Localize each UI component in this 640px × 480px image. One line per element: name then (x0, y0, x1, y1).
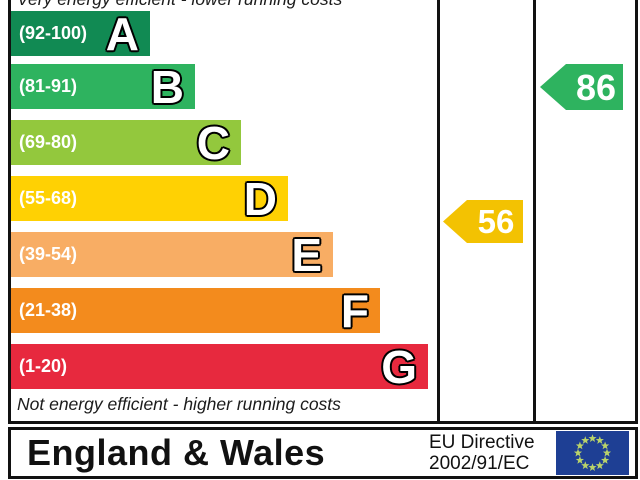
band-range-label: (55-68) (19, 188, 78, 208)
band-range-label: (39-54) (19, 244, 78, 264)
band-range-label: (81-91) (19, 76, 78, 96)
band-letter: E (291, 228, 322, 281)
column-divider-potential (533, 0, 536, 424)
band-row-a: (92-100) A (11, 7, 150, 60)
band-row-b: (81-91) B (11, 60, 195, 113)
caption-very-efficient: Very energy efficient - lower running co… (17, 0, 342, 9)
band-letter: F (340, 284, 369, 337)
band-bar-g: (1-20) G (11, 340, 428, 393)
current-rating-marker: 56 (443, 200, 523, 248)
current-arrow-icon: 56 (443, 200, 523, 243)
eu-directive-line2: 2002/91/EC (429, 453, 530, 474)
current-rating-value: 56 (478, 203, 515, 240)
band-letter: D (243, 172, 277, 225)
potential-rating-value: 86 (576, 67, 616, 108)
band-letter: B (150, 60, 184, 113)
column-divider-current (437, 0, 440, 424)
band-range-label: (92-100) (19, 23, 88, 43)
eu-directive-label: EU Directive 2002/91/EC (429, 432, 535, 474)
band-range-label: (69-80) (19, 132, 78, 152)
caption-not-efficient: Not energy efficient - higher running co… (17, 394, 341, 414)
band-range-label: (1-20) (19, 356, 68, 376)
band-row-g: (1-20) G (11, 340, 428, 393)
band-range-label: (21-38) (19, 300, 78, 320)
footer-bar: England & Wales EU Directive 2002/91/EC (8, 427, 638, 479)
band-bar-f: (21-38) F (11, 284, 380, 337)
region-label: England & Wales (27, 432, 326, 473)
potential-arrow-icon: 86 (540, 64, 623, 110)
band-bar-e: (39-54) E (11, 228, 333, 281)
band-bar-b: (81-91) B (11, 60, 195, 113)
band-row-f: (21-38) F (11, 284, 380, 337)
band-bar-a: (92-100) A (11, 7, 150, 60)
band-row-c: (69-80) C (11, 116, 241, 169)
band-bar-c: (69-80) C (11, 116, 241, 169)
potential-rating-marker: 86 (540, 64, 623, 115)
eu-flag-icon (556, 431, 629, 475)
band-letter: G (381, 340, 417, 393)
band-letter: C (196, 116, 230, 169)
eu-directive-line1: EU Directive (429, 432, 535, 453)
chart-frame (8, 0, 638, 424)
band-bar-d: (55-68) D (11, 172, 288, 225)
band-row-e: (39-54) E (11, 228, 333, 281)
band-letter: A (105, 7, 139, 60)
band-row-d: (55-68) D (11, 172, 288, 225)
